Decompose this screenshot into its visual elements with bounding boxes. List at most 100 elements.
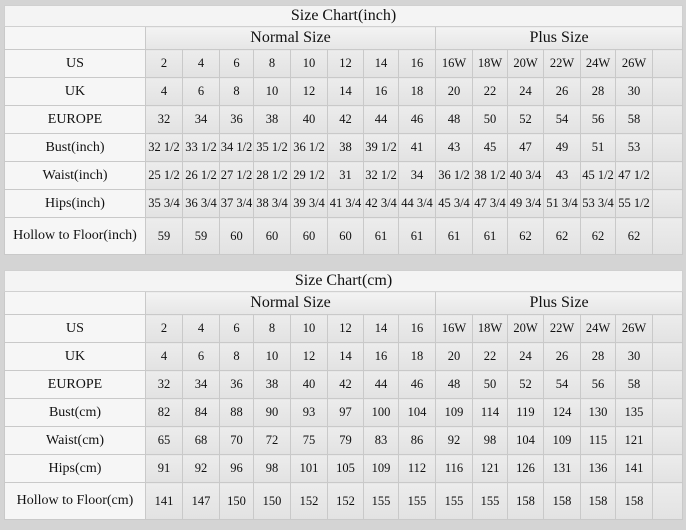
size-value: 24 (507, 342, 544, 371)
size-value: 48 (435, 105, 473, 134)
size-value: 39 1/2 (363, 133, 399, 162)
size-value: 41 3/4 (327, 189, 364, 218)
size-value: 29 1/2 (290, 161, 328, 190)
size-value: 112 (398, 454, 436, 483)
table-row: US 2 4 6 8 10 12 14 16 16W 18W 20W 22W 24W 26W (4, 49, 684, 78)
spacer-cell (651, 189, 684, 218)
row-label: UK (4, 342, 146, 371)
size-value: 38 (253, 370, 291, 399)
size-value: 38 1/2 (472, 161, 508, 190)
size-value: 49 3/4 (507, 189, 544, 218)
size-value: 50 (472, 370, 508, 399)
size-value: 42 (327, 105, 364, 134)
size-value: 42 (327, 370, 364, 399)
size-value: 100 (363, 398, 399, 427)
size-value: 10 (290, 49, 328, 78)
table-row: Waist(inch) 25 1/2 26 1/2 27 1/2 28 1/2 29 1/… (4, 161, 684, 190)
size-value: 36 (219, 105, 254, 134)
size-value: 54 (543, 370, 581, 399)
size-value: 6 (182, 342, 220, 371)
size-value: 75 (290, 426, 328, 455)
size-value: 121 (615, 426, 653, 455)
table-row: UK 4 6 8 10 12 14 16 18 20 22 24 26 28 30 (4, 342, 684, 371)
size-value: 8 (219, 342, 254, 371)
size-value: 53 (615, 133, 653, 162)
row-label: Bust(cm) (4, 398, 146, 427)
size-value: 18 (398, 342, 436, 371)
title-row: Size Chart(inch) (3, 5, 684, 27)
size-value: 32 (145, 370, 183, 399)
size-value: 12 (327, 49, 364, 78)
size-value: 114 (472, 398, 508, 427)
row-label: US (4, 49, 146, 78)
size-value: 96 (219, 454, 254, 483)
size-value: 54 (543, 105, 581, 134)
size-value: 32 1/2 (145, 133, 183, 162)
size-value: 14 (327, 342, 364, 371)
size-value: 158 (543, 482, 581, 520)
size-value: 8 (253, 49, 291, 78)
spacer-cell (651, 426, 684, 455)
size-value: 130 (580, 398, 616, 427)
size-value: 52 (507, 105, 544, 134)
size-value: 43 (435, 133, 473, 162)
size-value: 12 (327, 314, 364, 343)
size-value: 60 (290, 217, 328, 255)
size-value: 18 (398, 77, 436, 106)
size-value: 88 (219, 398, 254, 427)
corner-cell (4, 26, 146, 50)
title-row: Size Chart(cm) (3, 270, 684, 292)
size-value: 16W (435, 314, 473, 343)
spacer-cell (651, 342, 684, 371)
size-chart-inch: Size Chart(inch) Normal Size Plus Size US 2 4… (3, 5, 684, 255)
table-row: US 2 4 6 8 10 12 14 16 16W 18W 20W 22W 24W 26W (4, 314, 684, 343)
row-label: US (4, 314, 146, 343)
size-value: 25 1/2 (145, 161, 183, 190)
size-value: 41 (398, 133, 436, 162)
size-value: 16 (363, 342, 399, 371)
table-row: Hollow to Floor(cm) 141 147 150 150 152 152 155… (4, 482, 684, 520)
size-value: 39 3/4 (290, 189, 328, 218)
size-value: 4 (182, 314, 220, 343)
size-value: 47 (507, 133, 544, 162)
chart-title: Size Chart(cm) (3, 270, 684, 292)
size-value: 136 (580, 454, 616, 483)
size-value: 10 (253, 342, 291, 371)
size-value: 58 (615, 370, 653, 399)
size-value: 16 (363, 77, 399, 106)
table-row: EUROPE 32 34 36 38 40 42 44 46 48 50 52 54 56 58 (4, 370, 684, 399)
size-value: 152 (290, 482, 328, 520)
spacer-cell (651, 370, 684, 399)
size-value: 61 (435, 217, 473, 255)
table-row: Bust(inch) 32 1/2 33 1/2 34 1/2 35 1/2 36 1/2… (4, 133, 684, 162)
size-value: 20 (435, 77, 473, 106)
size-value: 46 (398, 105, 436, 134)
size-value: 36 (219, 370, 254, 399)
size-value: 24W (580, 49, 616, 78)
size-value: 49 (543, 133, 581, 162)
size-value: 22W (543, 314, 581, 343)
table-row: Waist(cm) 65 68 70 72 75 79 83 86 92 98 104 109 115 12… (4, 426, 684, 455)
size-value: 86 (398, 426, 436, 455)
spacer-cell (651, 398, 684, 427)
size-value: 22 (472, 77, 508, 106)
size-value: 36 3/4 (182, 189, 220, 218)
size-value: 44 (363, 370, 399, 399)
size-value: 101 (290, 454, 328, 483)
table-row: UK 4 6 8 10 12 14 16 18 20 22 24 26 28 30 (4, 77, 684, 106)
size-value: 10 (290, 314, 328, 343)
size-value: 24 (507, 77, 544, 106)
spacer-cell (651, 133, 684, 162)
size-value: 38 3/4 (253, 189, 291, 218)
size-value: 60 (253, 217, 291, 255)
size-value: 6 (182, 77, 220, 106)
size-value: 16 (398, 49, 436, 78)
size-value: 2 (145, 314, 183, 343)
size-value: 68 (182, 426, 220, 455)
size-value: 84 (182, 398, 220, 427)
size-value: 155 (435, 482, 473, 520)
size-value: 14 (327, 77, 364, 106)
size-value: 36 1/2 (290, 133, 328, 162)
size-value: 61 (363, 217, 399, 255)
size-value: 44 3/4 (398, 189, 436, 218)
